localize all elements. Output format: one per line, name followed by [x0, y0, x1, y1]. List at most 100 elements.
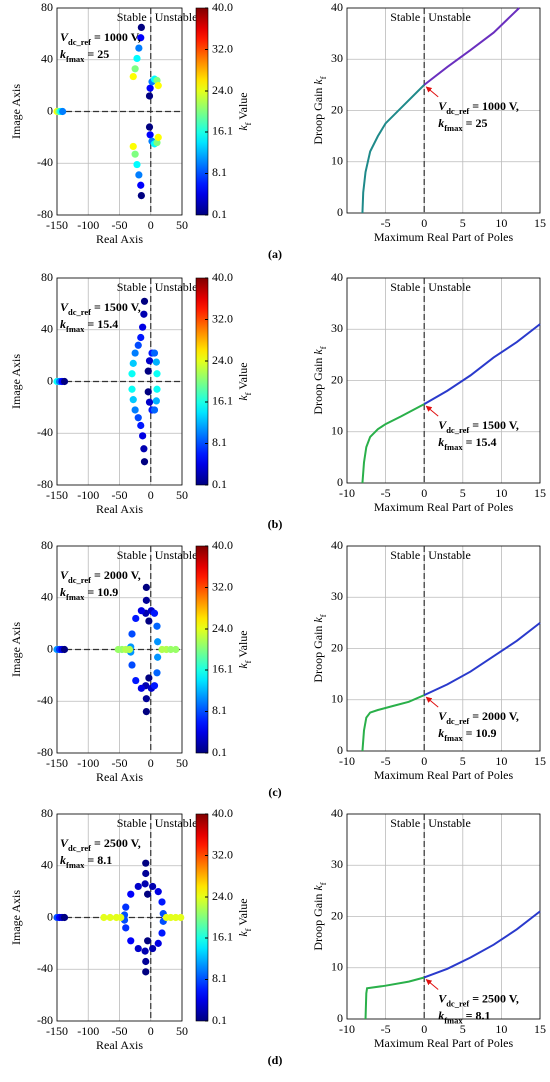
pole-point	[137, 333, 145, 342]
colorbar-label-part: f	[243, 122, 253, 125]
pole-point	[128, 370, 136, 378]
pole-point	[167, 645, 175, 654]
y-tick-label: 30	[331, 51, 343, 65]
pole-point	[129, 142, 137, 151]
x-tick-label: -50	[112, 1024, 128, 1038]
curve	[361, 694, 425, 752]
colorbar-tick-label: 16.1	[212, 930, 233, 944]
annotation: kfmax = 15.4	[438, 435, 496, 452]
x-tick-label: -50	[112, 488, 128, 502]
panel-caption: (c)	[268, 785, 281, 799]
annotation-part: k	[438, 116, 444, 130]
annotation-part: k	[438, 435, 444, 449]
colorbar-tick-label: 40.0	[212, 806, 233, 820]
y-tick-label: 30	[331, 321, 343, 335]
pole-point	[139, 323, 147, 331]
pole-point	[134, 944, 142, 953]
colorbar-tick-label: 32.0	[212, 41, 233, 55]
pole-point	[154, 888, 162, 896]
colorbar-tick-label: 40.0	[212, 270, 233, 284]
panel-caption: (a)	[268, 247, 282, 261]
pole-point	[153, 370, 161, 378]
curve	[423, 910, 541, 979]
x-axis-label: Real Axis	[96, 502, 143, 516]
pole-point	[128, 385, 136, 393]
pole-point	[142, 957, 150, 966]
region-label: Unstable	[155, 10, 198, 24]
colorbar-tick-label: 24.0	[212, 621, 233, 635]
y-tick-label: 80	[41, 538, 53, 552]
x-tick-label: -5	[381, 1022, 391, 1036]
annotation-part: dc_ref	[446, 106, 469, 116]
annotation-part: = 2500 V,	[91, 836, 141, 850]
colorbar-tick-label: 0.1	[212, 477, 227, 491]
y-axis-label-part: k	[311, 885, 325, 891]
colorbar-label-part: k	[236, 125, 250, 131]
x-tick-label: -5	[381, 754, 391, 768]
pole-point	[172, 645, 180, 654]
y-tick-label: 40	[41, 322, 53, 336]
pole-point	[177, 913, 185, 922]
region-label: Unstable	[428, 280, 471, 294]
pole-point	[129, 396, 137, 404]
annotation-part: k	[60, 317, 66, 331]
pole-point	[122, 924, 130, 932]
annotation-part: = 2000 V,	[91, 568, 141, 582]
pole-point	[131, 65, 139, 73]
y-axis-label: Droop Gain kf	[311, 882, 328, 950]
x-tick-label: -10	[339, 486, 355, 500]
y-tick-label: -80	[37, 477, 53, 491]
y-tick-label: 0	[47, 641, 53, 655]
annotation-arrow	[425, 979, 439, 990]
y-tick-label: 10	[331, 154, 343, 168]
region-label: Unstable	[428, 10, 471, 24]
colorbar-label-part: Value	[236, 630, 250, 660]
x-tick-label: 0	[148, 1024, 154, 1038]
y-tick-label: 40	[41, 52, 53, 66]
pole-point	[167, 913, 175, 922]
x-tick-label: 10	[495, 216, 507, 230]
x-tick-label: -10	[339, 754, 355, 768]
annotation: Vdc_ref = 1000 V,	[438, 99, 519, 116]
annotation: kfmax = 8.1	[438, 1008, 490, 1025]
x-tick-label: 5	[460, 1022, 466, 1036]
pole-point	[129, 359, 137, 367]
annotation-part: dc_ref	[68, 37, 91, 47]
region-label: Stable	[117, 816, 147, 830]
annotation-part: = 15.4	[84, 317, 118, 331]
x-tick-label: 50	[176, 756, 188, 770]
y-tick-label: 40	[331, 0, 343, 14]
x-tick-label: 0	[421, 1022, 427, 1036]
annotation: Vdc_ref = 1000 V,	[60, 30, 141, 47]
annotation: kfmax = 25	[60, 47, 109, 64]
annotation-part: k	[60, 853, 66, 867]
x-tick-label: -100	[77, 1024, 99, 1038]
y-axis-label-part: f	[318, 614, 328, 617]
pole-point	[137, 684, 145, 692]
annotation-part: = 10.9	[84, 585, 118, 599]
annotation-part: = 1000 V,	[469, 99, 519, 113]
pole-point	[140, 297, 149, 305]
annotation-part: dc_ref	[446, 716, 469, 726]
pole-point	[144, 367, 152, 375]
x-tick-label: -150	[46, 756, 68, 770]
pole-point	[153, 385, 161, 393]
x-tick-label: 10	[495, 1022, 507, 1036]
y-axis-label: Image Axis	[9, 84, 23, 139]
pole-point	[154, 653, 162, 661]
pole-point	[128, 630, 136, 638]
pole-point	[144, 937, 152, 945]
pole-point	[142, 596, 150, 604]
annotation-part: = 2000 V,	[469, 709, 519, 723]
pole-point	[150, 349, 159, 357]
x-tick-label: 5	[460, 754, 466, 768]
annotation-part: dc_ref	[446, 425, 469, 435]
colorbar-tick-label: 0.1	[212, 745, 227, 759]
pole-point	[132, 676, 140, 685]
x-tick-label: 0	[421, 216, 427, 230]
y-tick-label: -40	[37, 155, 53, 169]
x-tick-label: 0	[148, 488, 154, 502]
x-tick-label: 0	[148, 756, 154, 770]
panel-caption: (d)	[268, 1053, 283, 1067]
